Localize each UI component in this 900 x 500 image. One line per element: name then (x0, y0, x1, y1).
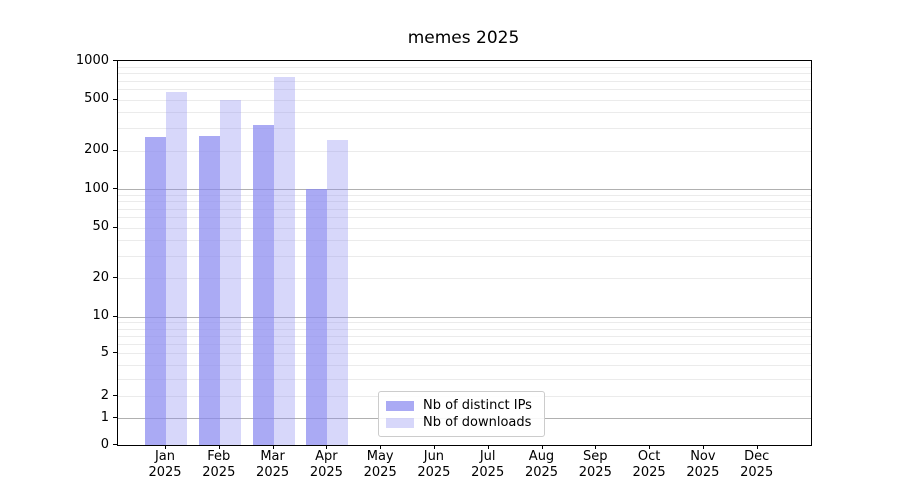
xtick-mark (702, 445, 704, 449)
bar-feb-ips (198, 135, 220, 445)
legend-swatch-distinct-ips (386, 400, 414, 411)
ytick-mark (113, 226, 117, 228)
legend-label-downloads: Nb of downloads (423, 415, 532, 430)
xtick-label-mar: Mar 2025 (256, 449, 290, 480)
xtick-label-oct: Oct 2025 (632, 449, 666, 480)
legend-swatch-downloads (386, 417, 414, 428)
legend-item-distinct-ips: Nb of distinct IPs (386, 397, 536, 414)
legend-label-distinct-ips: Nb of distinct IPs (423, 398, 532, 413)
legend-item-downloads: Nb of downloads (386, 414, 536, 431)
ytick-mark (113, 444, 117, 445)
ytick-label: 1 (100, 409, 109, 425)
ytick-label: 0 (100, 436, 109, 452)
minor-gridline (118, 111, 811, 113)
chart-title: memes 2025 (407, 28, 520, 48)
xtick-label-nov: Nov 2025 (686, 449, 720, 480)
xtick-mark (165, 445, 166, 449)
ytick-label: 5 (100, 344, 109, 360)
ytick-mark (113, 417, 117, 419)
minor-gridline (118, 322, 811, 324)
plot-area (117, 60, 812, 446)
xtick-label-apr: Apr 2025 (309, 449, 343, 480)
major-gridline (118, 189, 811, 190)
minor-gridline (118, 217, 811, 219)
ytick-label: 50 (92, 219, 109, 234)
minor-gridline (118, 99, 811, 101)
major-gridline (118, 316, 811, 318)
minor-gridline (118, 278, 811, 280)
minor-gridline (118, 73, 811, 75)
minor-gridline (118, 378, 811, 380)
xtick-mark (272, 445, 274, 449)
minor-gridline (118, 239, 811, 241)
minor-gridline (118, 208, 811, 210)
xtick-mark (756, 445, 758, 449)
bar-jan-downloads (166, 92, 187, 445)
bar-mar-downloads (273, 77, 295, 445)
bar-apr-ips (306, 189, 328, 445)
ytick-label: 20 (92, 269, 109, 285)
ytick-mark (113, 149, 117, 151)
bar-mar-ips (252, 125, 274, 445)
bar-apr-downloads (327, 140, 349, 445)
minor-gridline (118, 89, 811, 91)
ytick-mark (113, 352, 117, 354)
minor-gridline (118, 194, 811, 196)
minor-gridline (118, 201, 811, 203)
ytick-mark (113, 60, 117, 61)
ytick-label: 500 (84, 91, 109, 106)
bar-jan-ips (145, 137, 166, 445)
xtick-label-aug: Aug 2025 (524, 449, 559, 480)
ytick-mark (113, 188, 117, 189)
xtick-label-may: May 2025 (363, 449, 397, 480)
minor-gridline (118, 364, 811, 366)
xtick-mark (595, 445, 597, 449)
xtick-mark (649, 445, 651, 449)
ytick-mark (113, 315, 117, 317)
xtick-mark (541, 445, 543, 449)
xtick-mark (487, 445, 489, 449)
minor-gridline (118, 150, 811, 152)
xtick-label-dec: Dec 2025 (740, 449, 774, 480)
minor-gridline (118, 80, 811, 82)
xtick-mark (380, 445, 382, 449)
minor-gridline (118, 66, 811, 68)
bar-feb-downloads (219, 99, 241, 445)
ytick-label: 2 (100, 387, 109, 403)
minor-gridline (118, 353, 811, 355)
minor-gridline (118, 227, 811, 229)
xtick-label-feb: Feb 2025 (202, 449, 236, 480)
minor-gridline (118, 255, 811, 257)
xtick-label-sep: Sep 2025 (578, 449, 612, 480)
xtick-label-jul: Jul 2025 (471, 449, 505, 480)
ytick-label: 100 (84, 180, 109, 196)
minor-gridline (118, 328, 811, 330)
ytick-label: 200 (84, 142, 109, 157)
legend: Nb of distinct IPs Nb of downloads (378, 391, 545, 437)
ytick-mark (113, 98, 117, 100)
ytick-label: 1000 (75, 52, 109, 68)
xtick-label-jan: Jan 2025 (148, 449, 182, 480)
xtick-mark (218, 445, 220, 449)
minor-gridline (118, 127, 811, 129)
xtick-label-jun: Jun 2025 (417, 449, 451, 480)
ytick-mark (113, 277, 117, 279)
ytick-mark (113, 395, 117, 396)
minor-gridline (118, 343, 811, 345)
xtick-mark (433, 445, 435, 449)
xtick-mark (326, 445, 328, 449)
minor-gridline (118, 335, 811, 337)
ytick-label: 10 (92, 308, 109, 323)
